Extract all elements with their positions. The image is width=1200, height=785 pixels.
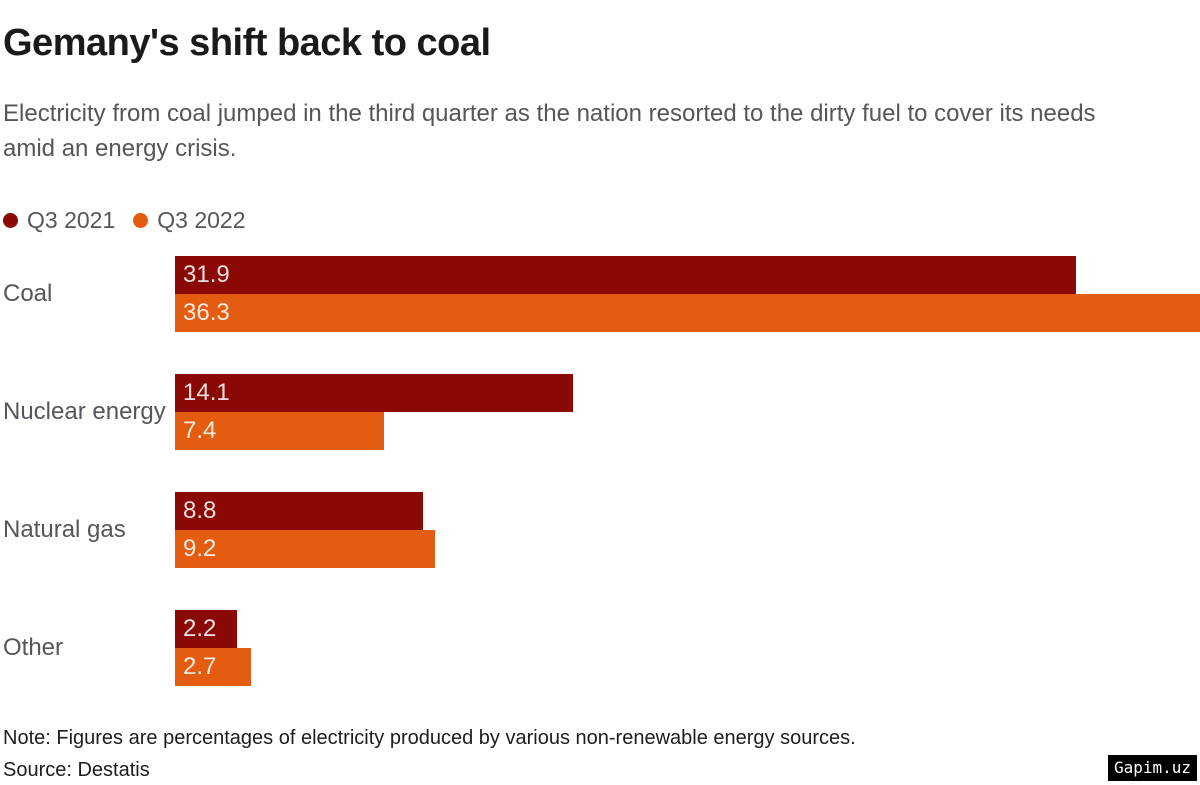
- chart-row: Coal 31.9 36.3: [3, 256, 1200, 332]
- bar-value-label: 2.7: [183, 653, 217, 680]
- category-label: Nuclear energy: [3, 398, 166, 425]
- bar-value-label: 14.1: [183, 379, 230, 406]
- bar-q3-2021: 8.8: [175, 492, 424, 530]
- legend-item: Q3 2021: [3, 207, 115, 234]
- bar-q3-2022: 36.3: [175, 294, 1200, 332]
- legend: Q3 2021 Q3 2022: [3, 207, 1200, 233]
- bar-value-label: 36.3: [183, 299, 230, 326]
- legend-label: Q3 2021: [27, 206, 116, 233]
- bar-q3-2022: 7.4: [175, 412, 384, 450]
- chart-row: Nuclear energy 14.1 7.4: [3, 374, 1200, 450]
- category-label: Natural gas: [3, 516, 126, 543]
- bar-value-label: 7.4: [183, 417, 217, 444]
- legend-label: Q3 2022: [157, 206, 246, 233]
- chart-title: Gemany's shift back to coal: [3, 22, 491, 64]
- bar-chart: Coal 31.9 36.3 Nuclear energy 14.1 7.4 Natural…: [3, 256, 1200, 686]
- bar-q3-2021: 2.2: [175, 610, 238, 648]
- watermark-badge: Gapim.uz: [1107, 755, 1197, 781]
- category-label: Other: [3, 634, 64, 661]
- category-label: Coal: [3, 280, 53, 307]
- bar-q3-2021: 31.9: [175, 256, 1076, 294]
- bar-group: 2.2 2.7: [175, 610, 1200, 686]
- chart-row: Other 2.2 2.7: [3, 610, 1200, 686]
- chart-subtitle: Electricity from coal jumped in the thir…: [3, 100, 1096, 162]
- legend-item: Q3 2022: [133, 206, 246, 234]
- source-text: Source: Destatis: [3, 759, 150, 781]
- legend-dot-icon: [133, 212, 149, 228]
- bar-group: 31.9 36.3: [175, 256, 1200, 332]
- footer: Note: Figures are percentages of electri…: [3, 722, 1200, 785]
- bar-q3-2021: 14.1: [175, 374, 574, 412]
- bar-group: 8.8 9.2: [175, 492, 1200, 568]
- legend-dot-icon: [3, 212, 18, 228]
- bar-value-label: 31.9: [183, 261, 230, 288]
- note-text: Note: Figures are percentages of electri…: [3, 727, 856, 749]
- bar-q3-2022: 9.2: [175, 530, 435, 568]
- chart-row: Natural gas 8.8 9.2: [3, 492, 1200, 568]
- bar-value-label: 2.2: [183, 615, 217, 642]
- bar-value-label: 9.2: [183, 535, 217, 562]
- bar-q3-2022: 2.7: [175, 648, 252, 686]
- bar-value-label: 8.8: [183, 497, 217, 524]
- bar-group: 14.1 7.4: [175, 374, 1200, 450]
